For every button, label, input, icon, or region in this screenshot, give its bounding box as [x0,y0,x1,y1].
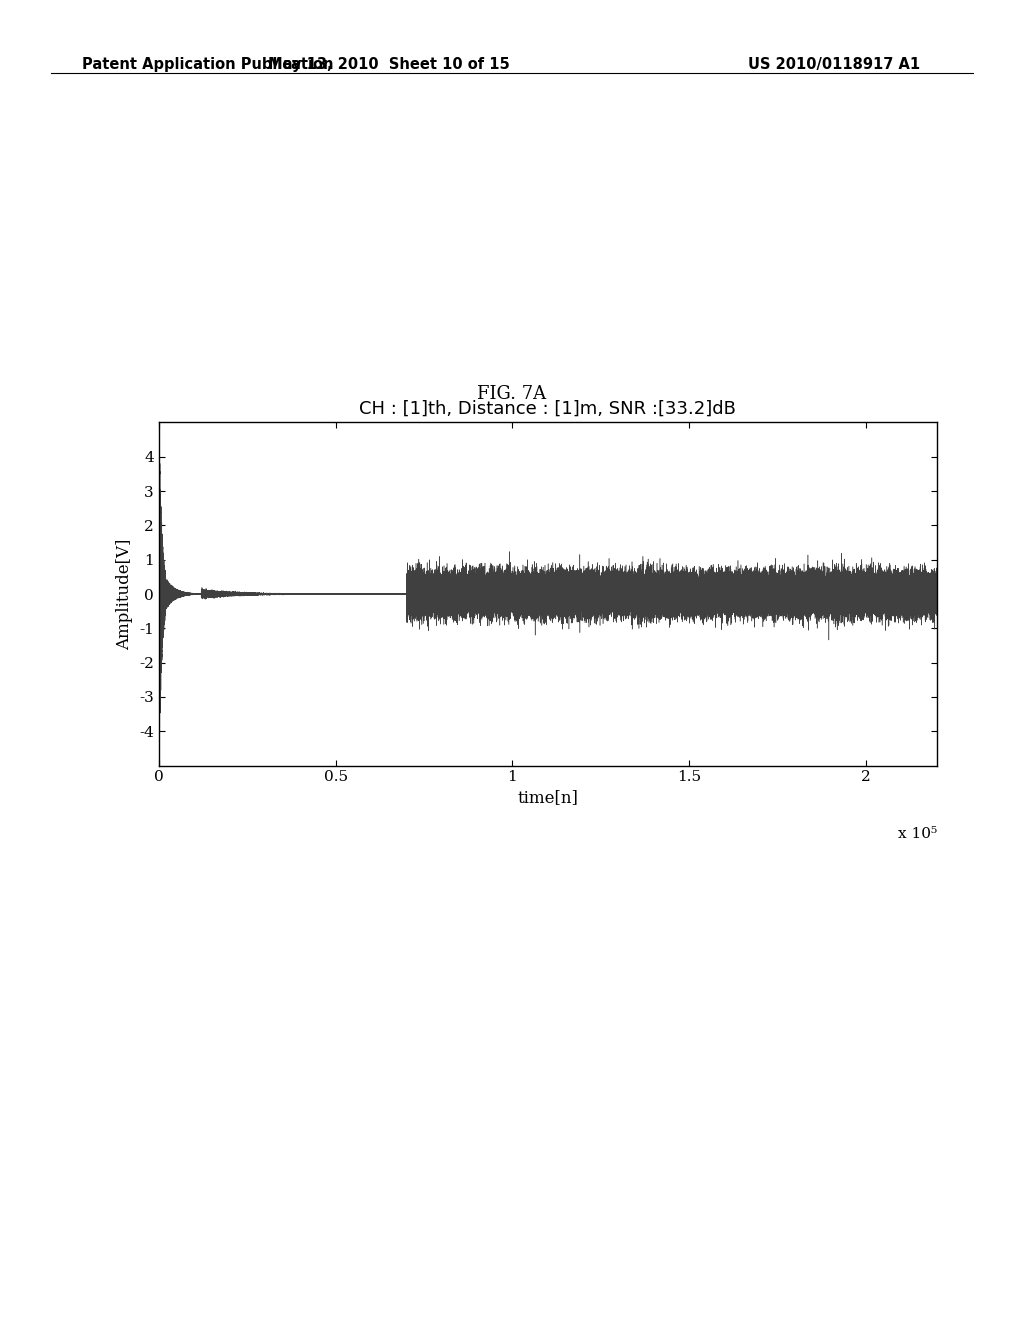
Text: x 10⁵: x 10⁵ [898,828,937,841]
Y-axis label: Amplitude[V]: Amplitude[V] [117,539,133,649]
Text: Patent Application Publication: Patent Application Publication [82,57,334,71]
Title: CH : [1]th, Distance : [1]m, SNR :[33.2]dB: CH : [1]th, Distance : [1]m, SNR :[33.2]… [359,400,736,418]
Text: FIG. 7A: FIG. 7A [477,384,547,403]
Text: US 2010/0118917 A1: US 2010/0118917 A1 [748,57,920,71]
X-axis label: time[n]: time[n] [517,788,579,805]
Text: May 13, 2010  Sheet 10 of 15: May 13, 2010 Sheet 10 of 15 [268,57,510,71]
